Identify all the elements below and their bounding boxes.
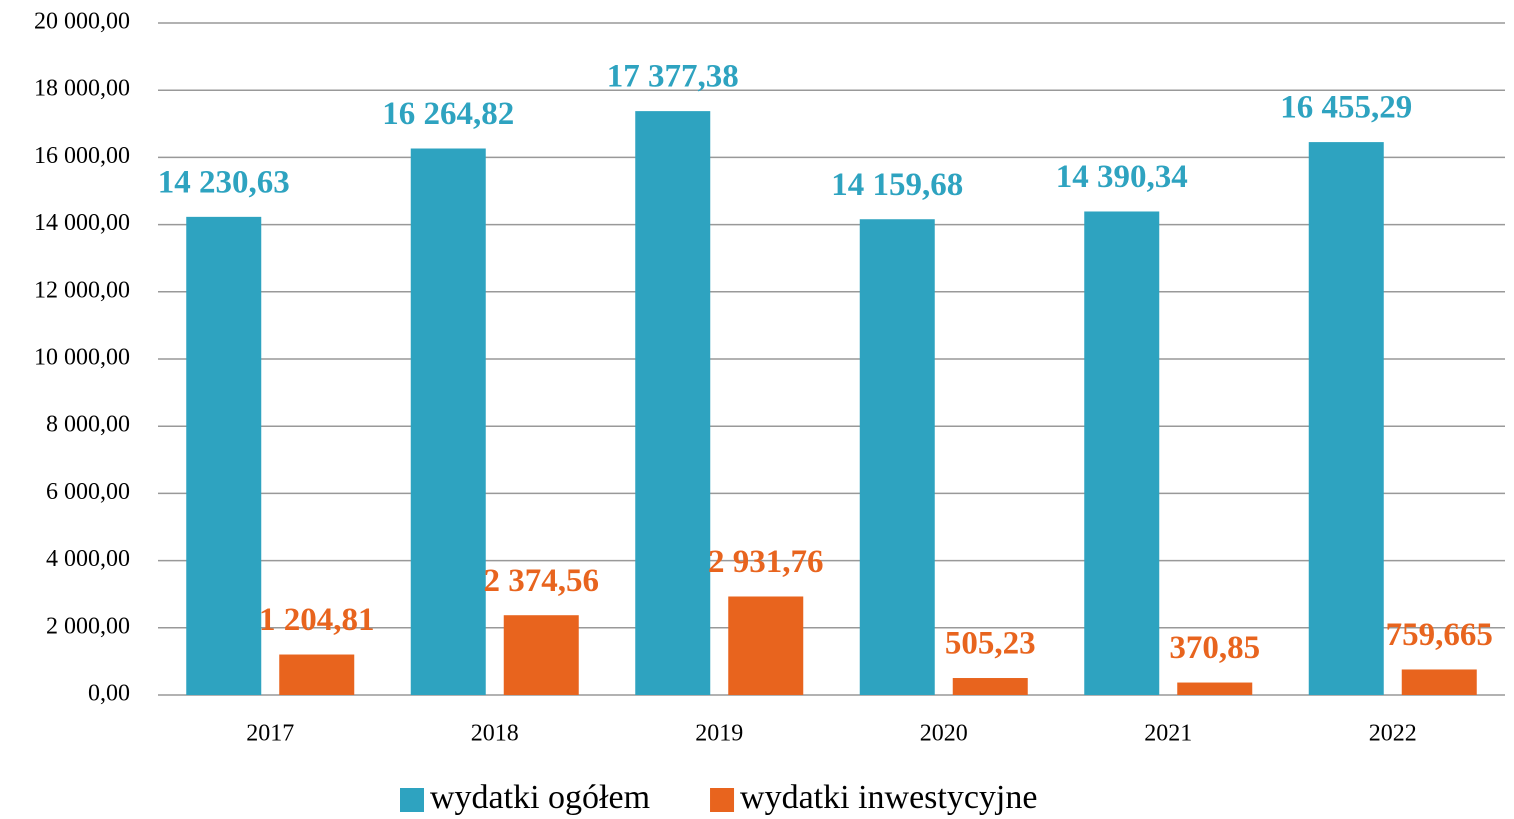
value-label: 16 455,29 xyxy=(1280,90,1412,126)
y-tick-label: 10 000,00 xyxy=(34,345,130,371)
x-tick-label: 2021 xyxy=(1144,721,1192,747)
bar xyxy=(859,219,935,696)
x-tick-label: 2020 xyxy=(920,721,968,747)
y-tick-label: 16 000,00 xyxy=(34,143,130,169)
legend-swatch xyxy=(710,788,735,812)
y-tick-label: 6 000,00 xyxy=(46,479,130,505)
value-label: 2 931,76 xyxy=(708,544,824,580)
legend-swatch xyxy=(400,788,424,812)
bar xyxy=(186,216,262,695)
y-tick-label: 2 000,00 xyxy=(46,613,130,639)
value-label: 14 390,34 xyxy=(1056,159,1188,195)
legend-label: wydatki ogółem xyxy=(430,779,650,816)
bar xyxy=(728,596,804,695)
value-label: 17 377,38 xyxy=(607,59,739,95)
x-tick-label: 2018 xyxy=(471,721,519,747)
bar xyxy=(1401,669,1477,695)
value-label: 1 204,81 xyxy=(259,602,375,638)
y-tick-label: 0,00 xyxy=(88,681,130,707)
y-tick-label: 12 000,00 xyxy=(34,277,130,303)
value-label: 759,665 xyxy=(1386,617,1493,653)
legend-label: wydatki inwestycyjne xyxy=(740,779,1037,816)
y-tick-label: 8 000,00 xyxy=(46,412,130,438)
y-tick-label: 20 000,00 xyxy=(34,9,130,35)
bar xyxy=(1177,682,1253,695)
value-label: 2 374,56 xyxy=(484,563,600,599)
x-tick-label: 2022 xyxy=(1369,721,1417,747)
y-tick-label: 14 000,00 xyxy=(34,210,130,236)
bar xyxy=(410,148,486,695)
value-label: 14 230,63 xyxy=(158,164,290,200)
bar xyxy=(1084,211,1160,696)
y-tick-label: 18 000,00 xyxy=(34,76,130,102)
bar xyxy=(1308,142,1384,696)
bar xyxy=(952,678,1028,695)
value-label: 14 159,68 xyxy=(831,167,963,203)
bar xyxy=(503,615,579,695)
x-tick-label: 2017 xyxy=(246,721,294,747)
value-label: 370,85 xyxy=(1169,630,1260,666)
x-tick-label: 2019 xyxy=(695,721,743,747)
value-label: 505,23 xyxy=(945,626,1036,662)
bar xyxy=(279,654,355,695)
y-tick-label: 4 000,00 xyxy=(46,546,130,572)
value-label: 16 264,82 xyxy=(382,96,514,132)
bar xyxy=(635,111,711,695)
